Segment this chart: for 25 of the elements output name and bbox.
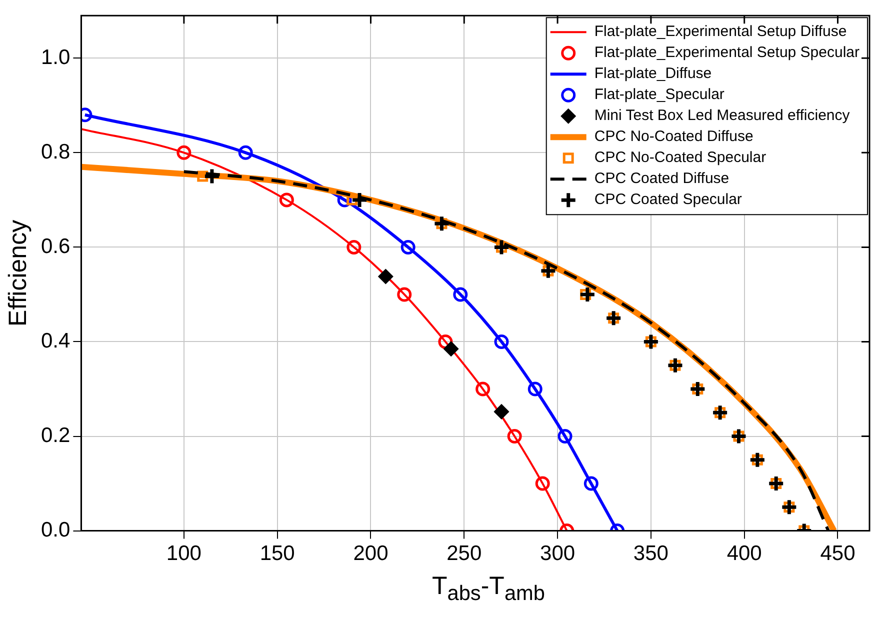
legend-label: CPC Coated Diffuse (594, 170, 730, 188)
legend-label: Flat-plate_Diffuse (594, 65, 712, 82)
y-tick-label: 0.6 (40, 235, 70, 258)
y-tick-label: 0.0 (40, 518, 70, 542)
legend-label: Flat-plate_Experimental Setup Diffuse (594, 23, 847, 40)
legend-label: CPC No-Coated Diffuse (594, 128, 754, 146)
x-tick-label: 150 (260, 542, 295, 566)
legend-label: Mini Test Box Led Measured efficiency (594, 107, 850, 124)
x-tick-label: 100 (166, 542, 202, 566)
x-tick-label: 250 (446, 542, 482, 566)
x-tick-label: 400 (726, 542, 762, 566)
x-tick-label: 200 (353, 542, 388, 566)
legend-label: Flat-plate_Experimental Setup Specular (594, 44, 860, 62)
x-axis-title: T$_{abs}$-T$_{amb}$ (430, 572, 546, 606)
y-tick-label: 0.8 (40, 140, 70, 164)
y-tick-label: 0.2 (40, 424, 70, 448)
x-tick-label: 300 (540, 542, 576, 566)
y-tick-label: 0.4 (40, 330, 71, 353)
y-tick-label: 1.0 (40, 46, 70, 69)
x-tick-label: 350 (633, 542, 668, 566)
legend-label: CPC No-Coated Specular (594, 149, 766, 166)
x-tick-label: 450 (820, 542, 856, 566)
y-axis-title: Efficiency (4, 219, 32, 326)
legend-label: CPC Coated Specular (594, 191, 742, 208)
legend-label: Flat-plate_Specular (594, 86, 724, 104)
